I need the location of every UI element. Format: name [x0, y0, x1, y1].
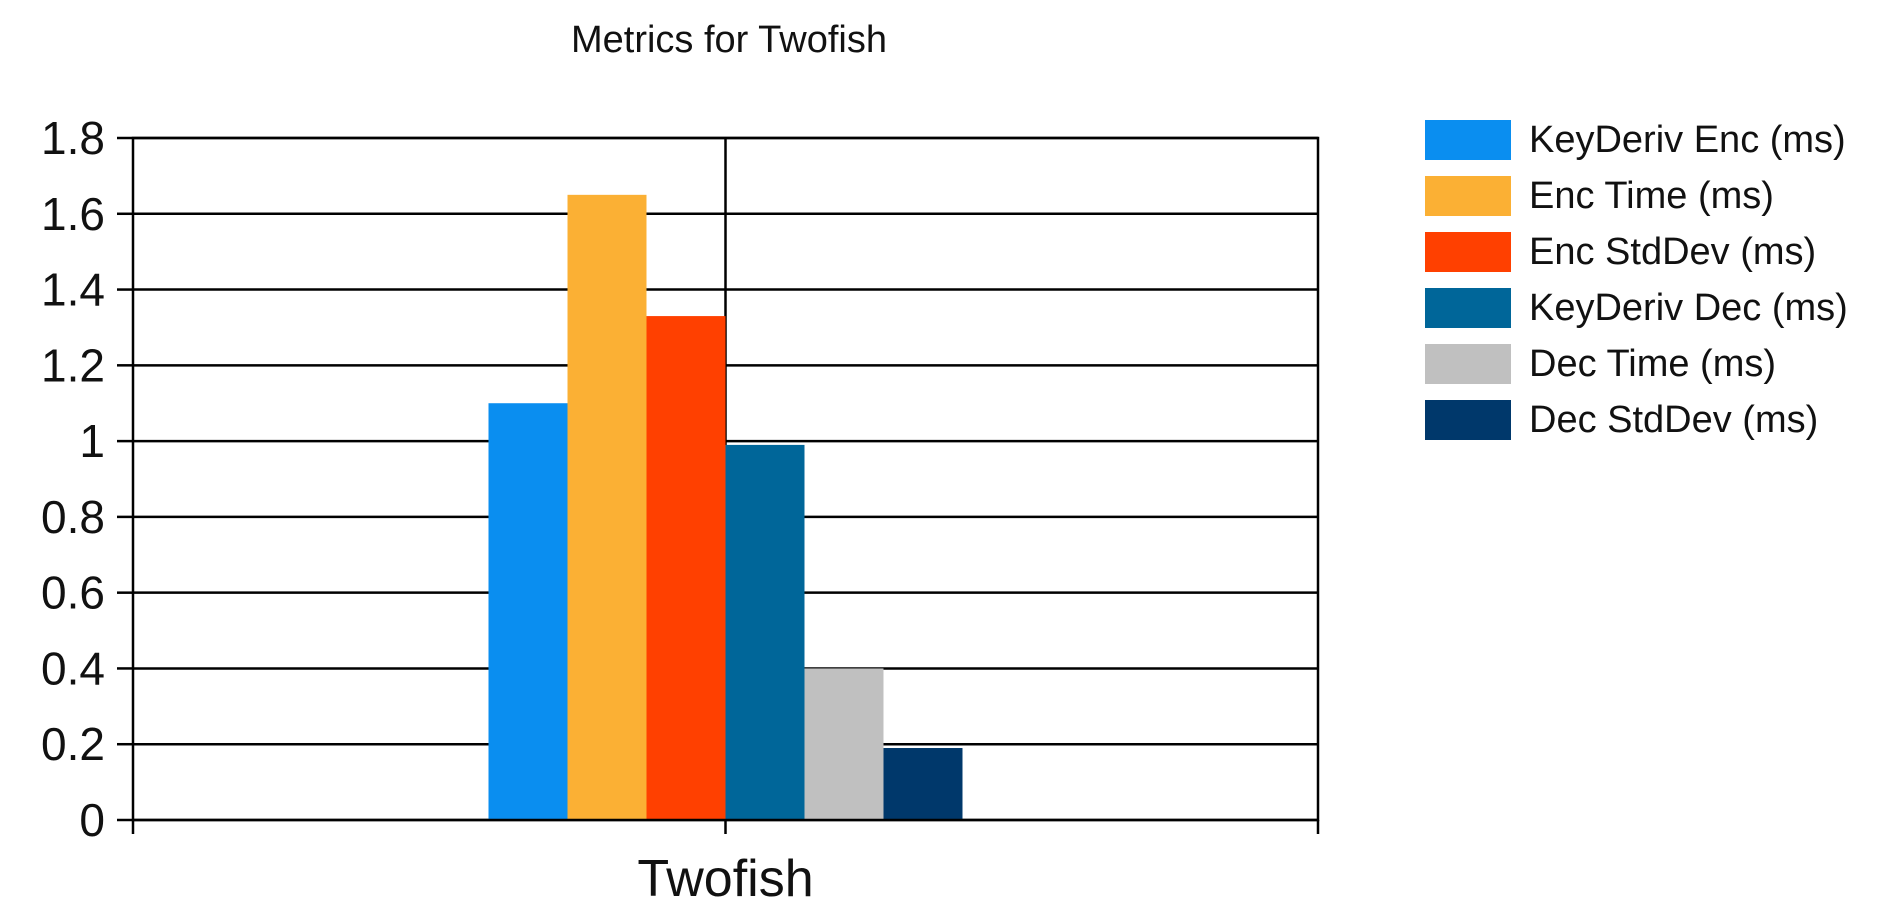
legend-swatch	[1425, 232, 1511, 272]
legend-swatch	[1425, 120, 1511, 160]
bar	[883, 748, 963, 820]
legend-swatch	[1425, 344, 1511, 384]
y-tick-label: 0	[79, 794, 105, 846]
y-tick-label: 0.4	[41, 642, 105, 694]
bar	[646, 316, 726, 820]
bar	[804, 668, 884, 820]
bar	[725, 444, 805, 820]
x-tick-label: Twofish	[637, 850, 813, 908]
legend-swatch	[1425, 400, 1511, 440]
y-tick-label: 1.8	[41, 112, 105, 164]
x-tick-labels: Twofish	[637, 850, 813, 908]
axes	[117, 136, 1320, 834]
legend-swatch	[1425, 288, 1511, 328]
legend-label: KeyDeriv Enc (ms)	[1529, 119, 1846, 161]
y-tick-label: 1.2	[41, 339, 105, 391]
legend-label: Enc StdDev (ms)	[1529, 231, 1816, 273]
y-tick-label: 1	[79, 415, 105, 467]
y-tick-label: 1.4	[41, 264, 105, 316]
y-tick-label: 0.8	[41, 491, 105, 543]
legend-label: Dec Time (ms)	[1529, 343, 1776, 385]
y-tick-label: 0.2	[41, 718, 105, 770]
legend-label: Dec StdDev (ms)	[1529, 399, 1818, 441]
bar	[488, 403, 568, 820]
y-tick-labels: 0 0.2 0.4 0.6 0.8 1 1.2 1.4 1.6 1.8	[41, 112, 105, 846]
legend: KeyDeriv Enc (ms) Enc Time (ms) Enc StdDev…	[1425, 119, 1848, 441]
legend-swatch	[1425, 176, 1511, 216]
bars	[488, 194, 963, 821]
y-tick-label: 1.6	[41, 188, 105, 240]
bar	[567, 194, 647, 821]
legend-label: Enc Time (ms)	[1529, 175, 1774, 217]
chart-title: Metrics for Twofish	[571, 19, 887, 61]
y-tick-label: 0.6	[41, 567, 105, 619]
legend-label: KeyDeriv Dec (ms)	[1529, 287, 1848, 329]
